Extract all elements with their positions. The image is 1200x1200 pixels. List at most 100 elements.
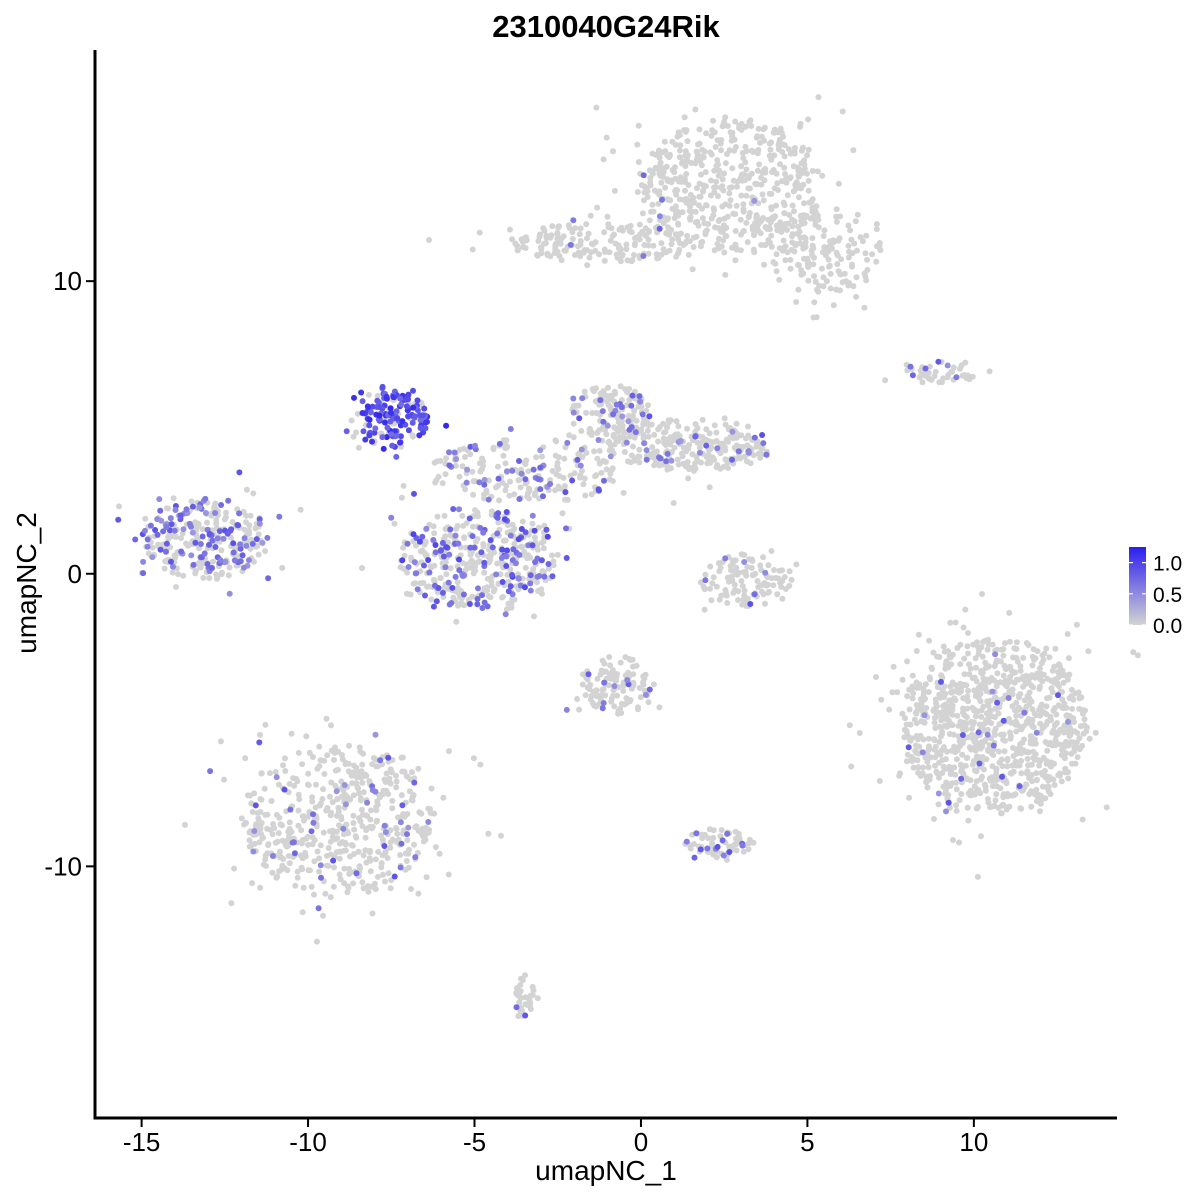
cell-point — [657, 172, 664, 179]
cell-point — [1040, 656, 1047, 663]
cell-point — [331, 749, 338, 756]
cell-point — [607, 675, 614, 682]
cell-point — [310, 811, 316, 818]
cell-point — [729, 577, 736, 584]
cell-point — [483, 489, 490, 496]
cell-point — [254, 542, 261, 549]
cell-point — [1037, 808, 1043, 815]
cell-point — [419, 412, 426, 419]
cell-point — [319, 796, 326, 802]
cell-point — [1033, 776, 1040, 783]
cell-point — [913, 679, 920, 686]
cell-point — [432, 844, 439, 851]
cell-point — [481, 476, 488, 483]
cell-point — [1022, 681, 1029, 688]
cell-point — [729, 456, 735, 463]
cell-point — [705, 221, 712, 227]
cell-point — [1065, 718, 1071, 725]
cell-point — [704, 845, 711, 852]
cell-point — [365, 391, 372, 398]
cell-point — [760, 197, 767, 204]
cell-point — [379, 871, 386, 878]
cell-point — [491, 586, 498, 593]
cell-point — [291, 850, 298, 857]
cell-point — [1134, 652, 1141, 659]
cell-point — [869, 251, 876, 258]
cell-point — [298, 840, 305, 847]
cell-point — [348, 417, 355, 424]
cell-point — [213, 571, 220, 578]
x-tick-label: 0 — [634, 1127, 648, 1157]
cell-point — [916, 743, 923, 750]
cell-point — [760, 126, 767, 133]
cell-point — [387, 405, 394, 412]
cell-point — [611, 683, 618, 690]
cell-point — [1037, 704, 1044, 711]
cell-point — [318, 874, 324, 881]
cell-point — [410, 792, 417, 798]
cell-point — [1013, 700, 1020, 706]
cell-point — [729, 428, 736, 435]
cell-point — [498, 832, 504, 839]
cell-point — [516, 458, 522, 464]
cell-point — [958, 684, 965, 691]
cell-point — [258, 831, 265, 837]
cell-point — [724, 830, 731, 837]
cell-point — [748, 123, 755, 129]
cell-point — [432, 549, 439, 556]
cell-point — [931, 714, 938, 721]
cell-point — [634, 189, 641, 195]
cell-point — [443, 571, 450, 578]
cell-point — [988, 713, 995, 720]
cell-point — [932, 743, 939, 750]
cell-point — [330, 857, 337, 864]
cell-point — [269, 831, 276, 838]
cell-point — [821, 227, 828, 234]
cell-point — [659, 149, 666, 156]
cell-point — [707, 585, 713, 592]
cell-point — [534, 995, 541, 1002]
cell-point — [185, 542, 191, 549]
cell-point — [664, 196, 671, 203]
cell-point — [737, 247, 744, 254]
cell-point — [925, 764, 932, 771]
cell-point — [258, 770, 265, 777]
cell-point — [199, 526, 206, 533]
cell-point — [751, 249, 758, 256]
cell-point — [973, 664, 979, 671]
cell-point — [525, 490, 531, 497]
cell-point — [940, 643, 947, 650]
cell-point — [163, 548, 169, 555]
cell-point — [538, 246, 545, 253]
cell-point — [611, 390, 618, 397]
cell-point — [522, 994, 529, 1001]
cell-point — [213, 520, 220, 527]
cell-point — [561, 455, 568, 462]
cell-point — [942, 701, 949, 708]
cell-point — [694, 218, 701, 225]
cell-point — [926, 775, 933, 782]
cell-point — [367, 409, 374, 416]
cell-point — [297, 852, 304, 859]
cell-point — [641, 183, 648, 190]
legend-tick-label: 0.5 — [1153, 584, 1182, 607]
cell-point — [467, 443, 474, 450]
cell-point — [388, 514, 395, 521]
cell-point — [787, 256, 794, 263]
cell-point — [509, 571, 515, 578]
cell-point — [403, 858, 410, 864]
cell-point — [716, 167, 723, 174]
cell-point — [770, 167, 777, 173]
cell-point — [1000, 652, 1007, 659]
cell-point — [1043, 703, 1050, 710]
cell-point — [581, 388, 588, 395]
cell-point — [711, 422, 718, 429]
cell-point — [789, 216, 796, 223]
cell-point — [915, 631, 922, 638]
cell-point — [312, 804, 319, 811]
cell-point — [408, 886, 415, 892]
cell-point — [925, 746, 932, 753]
cell-point — [570, 434, 577, 441]
cell-point — [949, 711, 956, 718]
cell-point — [820, 233, 827, 239]
